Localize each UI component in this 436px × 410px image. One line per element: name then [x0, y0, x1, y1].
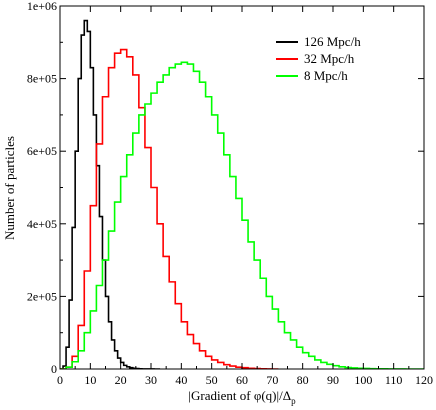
- y-tick-label: 1e+06: [27, 0, 57, 13]
- y-tick-label: 2e+05: [27, 289, 57, 303]
- y-tick-label: 8e+05: [27, 72, 57, 86]
- x-tick-label: 90: [327, 373, 339, 387]
- legend-label: 8 Mpc/h: [304, 68, 348, 83]
- x-axis-title-subscript: p: [291, 396, 296, 406]
- y-axis: 0 2e+05 4e+05 6e+05 8e+05 1e+06: [27, 0, 424, 376]
- x-tick-label: 120: [415, 373, 433, 387]
- legend-label: 32 Mpc/h: [304, 51, 355, 66]
- legend: 126 Mpc/h 32 Mpc/h 8 Mpc/h: [276, 34, 361, 83]
- x-tick-label: 70: [266, 373, 278, 387]
- x-tick-label: 80: [297, 373, 309, 387]
- legend-label: 126 Mpc/h: [304, 34, 361, 49]
- x-tick-label: 20: [115, 373, 127, 387]
- x-axis-title: |Gradient of φ(q)|/Δp: [188, 388, 296, 406]
- y-tick-label: 0: [51, 362, 57, 376]
- series-line-0: [60, 19, 161, 369]
- x-tick-label: 100: [354, 373, 372, 387]
- series-layer: [60, 19, 424, 369]
- x-tick-label: 50: [206, 373, 218, 387]
- y-tick-label: 4e+05: [27, 217, 57, 231]
- x-tick-label: 110: [385, 373, 403, 387]
- x-axis: 0 10 20 30 40 50 60 70 80 90 100 110 120: [57, 6, 433, 387]
- x-axis-title-main: |Gradient of φ(q)|/Δ: [188, 388, 291, 403]
- y-tick-label: 6e+05: [27, 144, 57, 158]
- x-tick-label: 60: [236, 373, 248, 387]
- x-tick-label: 30: [145, 373, 157, 387]
- series-line-2: [60, 61, 424, 369]
- x-tick-label: 10: [84, 373, 96, 387]
- y-axis-title: Number of particles: [2, 136, 17, 240]
- x-tick-label: 40: [175, 373, 187, 387]
- x-tick-label: 0: [57, 373, 63, 387]
